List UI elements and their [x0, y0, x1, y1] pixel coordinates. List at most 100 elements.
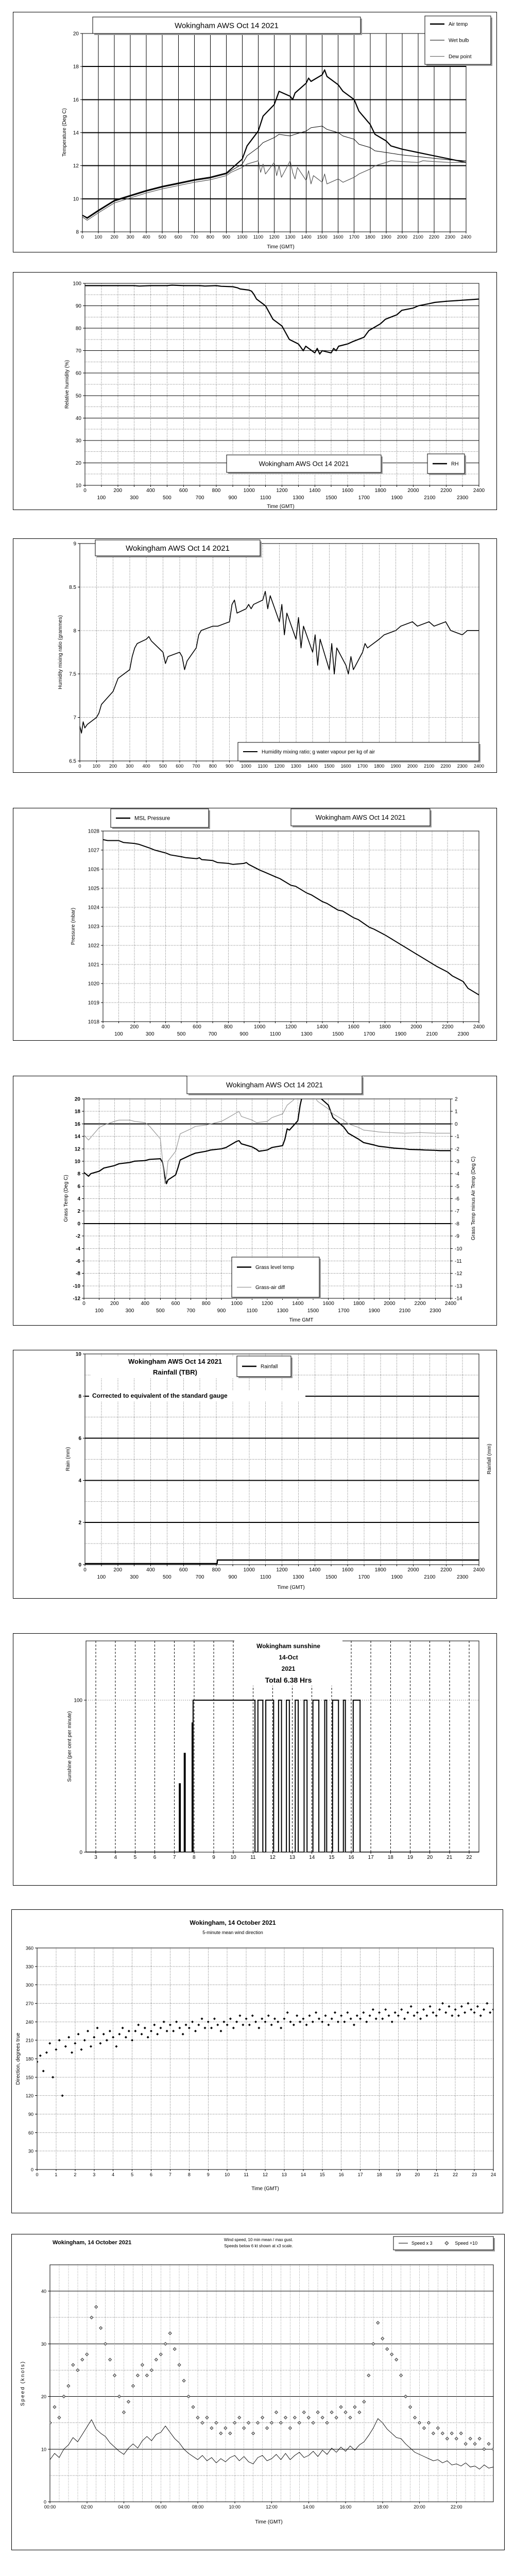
- svg-text:360: 360: [26, 1946, 33, 1951]
- svg-text:Sunshine (per cent per minute): Sunshine (per cent per minute): [67, 1711, 73, 1782]
- svg-text:-4: -4: [455, 1172, 459, 1177]
- svg-text:-10: -10: [73, 1283, 81, 1289]
- svg-text:2100: 2100: [399, 1308, 411, 1314]
- svg-text:0: 0: [78, 764, 81, 769]
- svg-text:21: 21: [434, 2172, 439, 2177]
- rh-series: [85, 284, 479, 355]
- svg-text:50: 50: [76, 393, 82, 399]
- svg-text:Temperature (Deg C): Temperature (Deg C): [62, 108, 67, 157]
- svg-text:-3: -3: [455, 1159, 459, 1164]
- svg-text:14: 14: [309, 1855, 315, 1860]
- svg-text:12:00: 12:00: [266, 2504, 278, 2510]
- svg-text:700: 700: [193, 764, 200, 769]
- svg-text:19: 19: [396, 2172, 401, 2177]
- svg-text:1600: 1600: [341, 764, 351, 769]
- svg-text:100: 100: [74, 1698, 82, 1704]
- chart-title-box: [89, 1390, 305, 1401]
- svg-text:90: 90: [76, 303, 82, 309]
- wet-bulb-series: [82, 126, 466, 219]
- svg-text:Direction, degrees true: Direction, degrees true: [15, 2032, 21, 2085]
- svg-text:0: 0: [455, 1122, 458, 1127]
- gridlines: [78, 543, 479, 762]
- svg-text:900: 900: [239, 1031, 248, 1037]
- svg-text:16: 16: [339, 2172, 344, 2177]
- svg-text:1500: 1500: [332, 1031, 344, 1037]
- sunshine-chart-panel: 3 4 5 6 7 8 9 10 11 12 13 14 15 16 17 18 19 20 21 22 0 100 Wok…: [13, 1633, 497, 1886]
- svg-text:10: 10: [225, 2172, 230, 2177]
- svg-text:8: 8: [78, 1394, 81, 1399]
- legend: [237, 742, 480, 762]
- panel-frame: [11, 1909, 503, 2213]
- svg-text:Wind speed, 10 min mean / max: Wind speed, 10 min mean / max gust.: [224, 2238, 293, 2242]
- svg-text:90: 90: [28, 2112, 33, 2117]
- svg-text:20: 20: [427, 1855, 433, 1860]
- svg-text:2000: 2000: [397, 234, 407, 240]
- svg-text:1400: 1400: [292, 1301, 304, 1307]
- rainfall-series: [85, 1559, 479, 1565]
- svg-text:-14: -14: [455, 1296, 462, 1302]
- svg-text:400: 400: [141, 1301, 149, 1307]
- svg-text:Wokingham AWS Oct 14 2021: Wokingham AWS Oct 14 2021: [226, 1080, 323, 1089]
- svg-text:0: 0: [101, 1024, 105, 1030]
- wind-direction-chart-panel: 0 1 2 3 4 5 6 7 8 9 10 11 12 13 14 15 16 17 18 19 20 21 22 23 24…: [11, 1909, 503, 2213]
- svg-text:1028: 1028: [88, 829, 100, 835]
- svg-text:-6: -6: [455, 1196, 459, 1202]
- svg-text:Speed +10: Speed +10: [455, 2241, 477, 2246]
- svg-text:2000: 2000: [407, 488, 419, 494]
- svg-text:700: 700: [186, 1308, 195, 1314]
- svg-text:1400: 1400: [309, 1567, 321, 1573]
- svg-text:1800: 1800: [374, 764, 384, 769]
- svg-text:-7: -7: [455, 1209, 459, 1214]
- svg-text:12: 12: [270, 1855, 276, 1860]
- svg-text:8.5: 8.5: [69, 585, 76, 590]
- svg-text:1900: 1900: [391, 764, 401, 769]
- svg-text:1: 1: [55, 2172, 57, 2177]
- svg-text:500: 500: [156, 1308, 165, 1314]
- svg-text:Humidity mixing ratio (grammes: Humidity mixing ratio (grammes): [58, 615, 63, 689]
- legend: [110, 808, 210, 829]
- svg-text:-2: -2: [455, 1146, 459, 1152]
- svg-text:2300: 2300: [457, 1574, 469, 1580]
- svg-text:900: 900: [222, 234, 230, 240]
- wind-speed-chart: 00:00 02:00 04:00 06:00 08:00 10:00 12:00 14:00…: [11, 2234, 505, 2550]
- svg-text:2021: 2021: [282, 1665, 296, 1672]
- rainfall-chart-panel: 0 100 200 300 400 500 600 700 800 900 1000 1100 1200…: [13, 1350, 497, 1599]
- svg-text:8: 8: [76, 230, 79, 235]
- svg-text:120: 120: [26, 2093, 33, 2098]
- svg-text:1400: 1400: [307, 764, 318, 769]
- svg-text:700: 700: [191, 234, 198, 240]
- svg-text:Wokingham, 14 October 2021: Wokingham, 14 October 2021: [190, 1919, 276, 1926]
- svg-text:1600: 1600: [342, 1567, 354, 1573]
- chart-title-box: [90, 1356, 260, 1378]
- svg-text:200: 200: [113, 1567, 122, 1573]
- svg-text:5: 5: [131, 2172, 133, 2177]
- svg-text:600: 600: [179, 488, 188, 494]
- gridlines: [84, 1640, 479, 1854]
- svg-text:22:00: 22:00: [451, 2504, 462, 2510]
- svg-text:-5: -5: [455, 1184, 459, 1190]
- svg-text:500: 500: [159, 764, 167, 769]
- svg-text:500: 500: [163, 495, 171, 501]
- svg-text:1100: 1100: [258, 764, 268, 769]
- chart-title-box: [234, 1640, 342, 1686]
- svg-text:10: 10: [76, 483, 82, 489]
- svg-text:2100: 2100: [424, 764, 434, 769]
- svg-text:70: 70: [76, 348, 82, 354]
- svg-text:1400: 1400: [309, 488, 321, 494]
- svg-text:2: 2: [78, 1520, 81, 1526]
- svg-text:2400: 2400: [445, 1301, 457, 1307]
- svg-text:Wokingham sunshine: Wokingham sunshine: [256, 1642, 320, 1650]
- svg-text:210: 210: [26, 2038, 33, 2043]
- svg-text:1024: 1024: [88, 905, 100, 911]
- svg-text:Relative humidity (%): Relative humidity (%): [64, 360, 70, 409]
- mean-speed-series: [50, 2418, 493, 2470]
- svg-text:100: 100: [73, 281, 81, 287]
- svg-text:19: 19: [407, 1855, 414, 1860]
- svg-text:2: 2: [455, 1097, 458, 1103]
- svg-text:11: 11: [250, 1855, 256, 1860]
- svg-text:Rain (mm): Rain (mm): [65, 1447, 71, 1471]
- svg-text:6: 6: [153, 1855, 157, 1860]
- svg-text:400: 400: [146, 1567, 155, 1573]
- msl-pressure-chart-panel: 0 100 200 300 400 500 600 700 800 900 1000 1100 1200…: [13, 808, 497, 1041]
- svg-text:Grass Temp (Deg C): Grass Temp (Deg C): [63, 1175, 69, 1222]
